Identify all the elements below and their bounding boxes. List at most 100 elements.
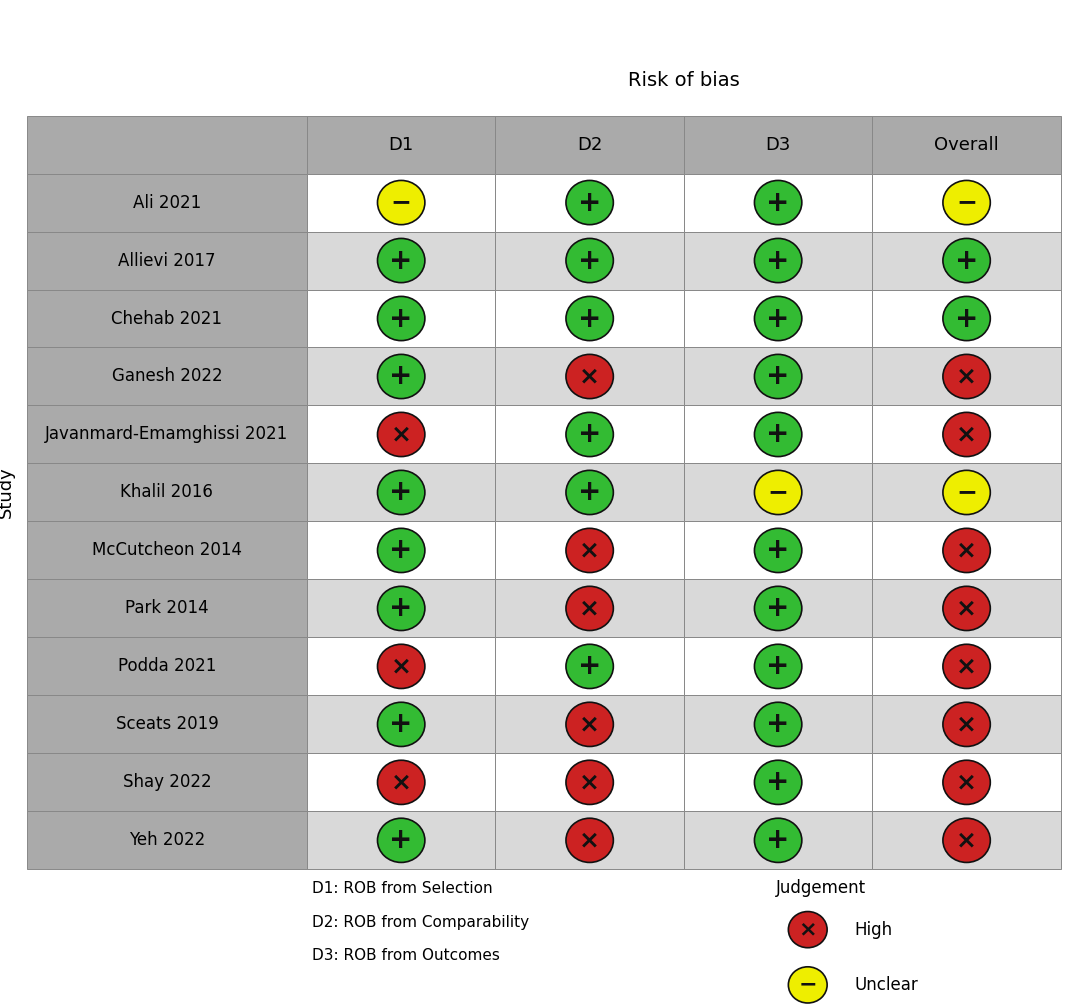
Circle shape — [943, 296, 990, 341]
Bar — [307, 754, 495, 811]
Bar — [872, 695, 1061, 754]
Text: +: + — [390, 305, 412, 333]
Bar — [27, 231, 307, 289]
Bar — [495, 522, 684, 580]
Bar — [495, 754, 684, 811]
Circle shape — [567, 818, 614, 862]
Circle shape — [755, 238, 802, 282]
Circle shape — [755, 470, 802, 515]
Bar — [495, 463, 684, 522]
Text: ×: × — [391, 422, 411, 446]
Bar — [684, 289, 872, 348]
Bar — [872, 405, 1061, 463]
Text: −: − — [768, 480, 788, 505]
Text: D3: ROB from Outcomes: D3: ROB from Outcomes — [312, 948, 500, 963]
Text: +: + — [767, 363, 789, 391]
Bar — [684, 231, 872, 289]
Text: +: + — [767, 711, 789, 739]
Text: ×: × — [798, 920, 817, 940]
Bar — [307, 522, 495, 580]
Bar — [495, 695, 684, 754]
Text: Study: Study — [0, 466, 14, 519]
Bar — [27, 754, 307, 811]
Text: +: + — [578, 420, 601, 448]
Text: ×: × — [579, 771, 600, 794]
Circle shape — [567, 586, 614, 630]
Text: High: High — [854, 921, 892, 939]
Circle shape — [943, 760, 990, 804]
Bar — [872, 463, 1061, 522]
Circle shape — [943, 644, 990, 688]
Circle shape — [943, 586, 990, 630]
Text: +: + — [578, 305, 601, 333]
Circle shape — [377, 702, 424, 747]
Text: ×: × — [956, 596, 977, 620]
Bar — [684, 637, 872, 695]
Text: ×: × — [579, 539, 600, 563]
Text: Risk of bias: Risk of bias — [628, 71, 740, 89]
Bar — [27, 811, 307, 869]
Bar — [307, 231, 495, 289]
Text: −: − — [956, 191, 977, 214]
Text: ×: × — [956, 654, 977, 678]
Circle shape — [377, 529, 424, 573]
Text: +: + — [767, 826, 789, 854]
Text: Yeh 2022: Yeh 2022 — [129, 831, 205, 849]
Bar — [495, 174, 684, 231]
Bar — [307, 637, 495, 695]
Text: D2: D2 — [577, 136, 602, 154]
Circle shape — [567, 760, 614, 804]
Circle shape — [943, 818, 990, 862]
Circle shape — [788, 967, 827, 1003]
Bar — [684, 348, 872, 405]
Circle shape — [943, 412, 990, 456]
Text: D3: D3 — [766, 136, 791, 154]
Text: Overall: Overall — [934, 136, 999, 154]
Text: +: + — [767, 537, 789, 565]
Text: ×: × — [391, 771, 411, 794]
Bar — [495, 637, 684, 695]
Text: +: + — [955, 305, 978, 333]
Text: +: + — [767, 594, 789, 622]
Text: +: + — [767, 652, 789, 680]
Circle shape — [377, 355, 424, 399]
Text: D2: ROB from Comparability: D2: ROB from Comparability — [312, 915, 530, 930]
Text: +: + — [390, 246, 412, 274]
Circle shape — [755, 529, 802, 573]
Circle shape — [567, 238, 614, 282]
Bar — [27, 522, 307, 580]
Bar — [495, 348, 684, 405]
Text: Judgement: Judgement — [775, 879, 866, 897]
Bar — [495, 811, 684, 869]
Circle shape — [943, 355, 990, 399]
Bar — [27, 116, 307, 174]
Text: McCutcheon 2014: McCutcheon 2014 — [92, 542, 242, 560]
Bar — [27, 174, 307, 231]
Circle shape — [377, 296, 424, 341]
Bar — [495, 580, 684, 637]
Circle shape — [755, 644, 802, 688]
Text: D1: D1 — [389, 136, 414, 154]
Circle shape — [377, 760, 424, 804]
Bar — [684, 405, 872, 463]
Bar — [27, 348, 307, 405]
Bar — [307, 811, 495, 869]
Text: Ganesh 2022: Ganesh 2022 — [112, 368, 222, 386]
Bar — [684, 811, 872, 869]
Circle shape — [567, 412, 614, 456]
Text: Shay 2022: Shay 2022 — [123, 774, 211, 791]
Text: +: + — [578, 189, 601, 216]
Bar — [872, 754, 1061, 811]
Bar — [307, 463, 495, 522]
Text: +: + — [767, 189, 789, 216]
Text: ×: × — [579, 596, 600, 620]
Bar — [307, 116, 495, 174]
Bar — [684, 174, 872, 231]
Text: −: − — [798, 975, 817, 995]
Text: −: − — [956, 480, 977, 505]
Bar — [307, 348, 495, 405]
Bar — [307, 695, 495, 754]
Circle shape — [943, 181, 990, 225]
Text: +: + — [767, 769, 789, 796]
Circle shape — [755, 818, 802, 862]
